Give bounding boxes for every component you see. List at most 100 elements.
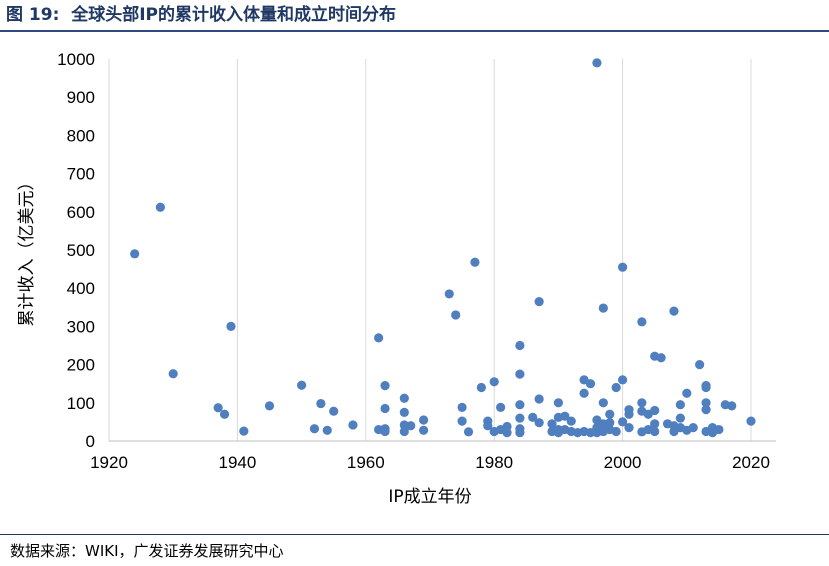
data-point xyxy=(444,289,454,299)
data-point xyxy=(701,405,711,415)
data-point xyxy=(560,411,570,421)
y-tick-label: 400 xyxy=(67,279,95,298)
data-point xyxy=(418,425,429,435)
data-point xyxy=(399,426,409,437)
y-tick-label: 900 xyxy=(67,88,95,107)
data-point xyxy=(695,360,705,370)
y-tick-label: 500 xyxy=(67,241,95,260)
y-axis-label: 累计收入（亿美元） xyxy=(17,174,37,327)
data-point xyxy=(618,262,628,272)
data-point xyxy=(502,427,512,438)
data-point xyxy=(656,353,666,363)
data-point xyxy=(463,427,474,437)
data-point xyxy=(418,415,429,425)
figure-title: 图 19: 全球头部IP的累计收入体量和成立时间分布 xyxy=(6,3,396,27)
data-point xyxy=(515,400,525,410)
x-tick-label: 2000 xyxy=(604,453,642,472)
data-point xyxy=(534,418,544,428)
data-point xyxy=(579,388,589,398)
data-point xyxy=(219,409,230,419)
y-tick-label: 600 xyxy=(67,203,95,222)
scatter-chart: 1920 1940 1960 1980 2000 2020 0 100 200 300 400 50… xyxy=(17,50,776,507)
data-point xyxy=(688,423,698,433)
data-point xyxy=(534,296,544,307)
x-tick-label: 1960 xyxy=(347,453,385,472)
data-point xyxy=(528,412,538,422)
data-point xyxy=(515,369,525,379)
y-tick-label: 800 xyxy=(67,126,95,145)
y-tick-label: 1000 xyxy=(57,50,95,69)
data-point xyxy=(682,388,692,398)
data-point xyxy=(534,394,544,404)
data-point xyxy=(675,400,685,410)
source-note: 数据来源：WIKI，广发证券发展研究中心 xyxy=(10,542,284,560)
data-point xyxy=(605,409,615,419)
footer-rule xyxy=(0,534,829,535)
data-point xyxy=(585,379,596,389)
data-point xyxy=(399,407,409,417)
y-tick-label: 200 xyxy=(67,356,95,375)
data-point xyxy=(213,403,223,413)
data-point xyxy=(470,257,480,267)
y-tick-label: 700 xyxy=(67,165,95,184)
data-point xyxy=(155,202,165,212)
data-point xyxy=(624,423,634,433)
data-point xyxy=(374,333,384,343)
y-tick-labels: 0 100 200 300 400 500 600 700 800 900 1000 xyxy=(57,50,95,451)
data-point xyxy=(457,402,467,412)
data-point xyxy=(650,405,660,416)
data-point xyxy=(618,417,628,427)
data-point xyxy=(624,409,634,419)
data-point xyxy=(264,401,275,411)
data-point xyxy=(650,419,660,429)
y-tick-label: 100 xyxy=(67,394,95,413)
data-point xyxy=(701,382,711,393)
data-point xyxy=(380,403,390,414)
data-point xyxy=(476,382,486,393)
data-point xyxy=(547,419,557,429)
x-tick-label: 2020 xyxy=(732,453,770,472)
data-point xyxy=(239,426,249,436)
data-point xyxy=(598,303,608,313)
x-tick-label: 1920 xyxy=(90,453,128,472)
x-tick-label: 1940 xyxy=(218,453,256,472)
data-point xyxy=(669,306,679,316)
data-point xyxy=(701,398,711,408)
data-point xyxy=(380,381,390,391)
figure-title-text: 全球头部IP的累计收入体量和成立时间分布 xyxy=(71,5,397,25)
data-point xyxy=(515,413,525,423)
data-point xyxy=(515,427,525,438)
data-point xyxy=(618,375,628,385)
axes xyxy=(108,59,776,442)
data-point xyxy=(585,427,596,438)
data-points xyxy=(130,58,756,438)
y-tick-label: 300 xyxy=(67,317,95,336)
data-point xyxy=(675,413,685,423)
data-point xyxy=(322,425,332,435)
data-point xyxy=(637,317,647,327)
data-point xyxy=(399,393,409,403)
data-point xyxy=(348,420,358,430)
data-point xyxy=(553,398,564,408)
data-point xyxy=(592,58,602,68)
data-point xyxy=(605,418,615,428)
figure-number: 图 19: xyxy=(6,5,60,25)
data-point xyxy=(380,426,390,437)
data-point xyxy=(316,398,326,409)
data-point xyxy=(226,321,236,331)
data-point xyxy=(297,380,307,390)
data-point xyxy=(566,416,576,426)
data-point xyxy=(329,406,339,416)
x-tick-label: 1980 xyxy=(475,453,513,472)
x-axis-label: IP成立年份 xyxy=(388,487,471,507)
data-point xyxy=(746,416,756,426)
data-point xyxy=(714,424,724,435)
data-point xyxy=(406,421,416,431)
data-point xyxy=(451,310,461,320)
data-point xyxy=(727,401,737,411)
data-point xyxy=(611,426,621,437)
data-point xyxy=(457,416,467,426)
data-point xyxy=(130,249,140,259)
x-tick-labels: 1920 1940 1960 1980 2000 2020 xyxy=(90,453,770,472)
data-point xyxy=(515,340,525,351)
